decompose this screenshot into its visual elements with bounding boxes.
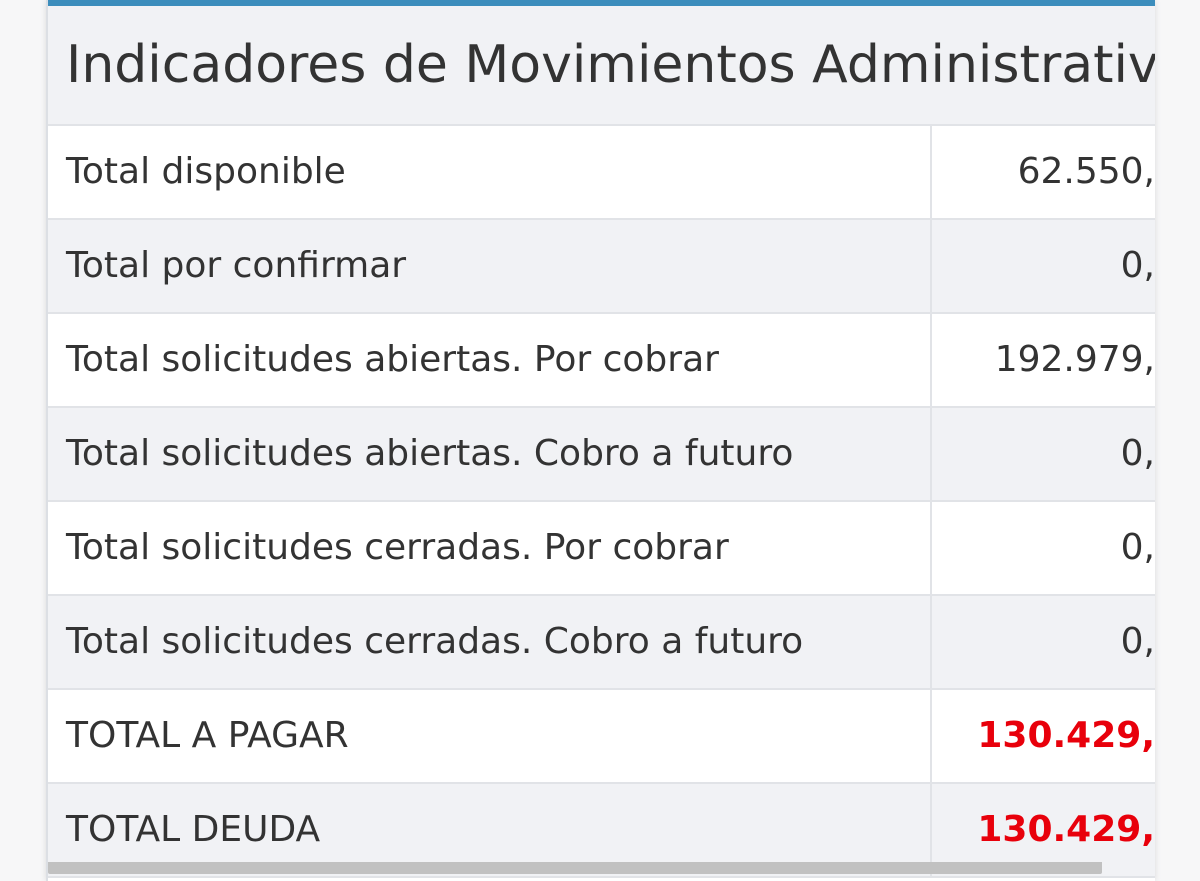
total-a-pagar-value: 130.429, — [977, 715, 1155, 756]
table-row: Total solicitudes cerradas. Cobro a futu… — [48, 596, 1155, 690]
row-label: Total solicitudes abiertas. Cobro a futu… — [66, 433, 794, 474]
row-value: 62.550, — [1017, 151, 1155, 192]
panel-header: Indicadores de Movimientos Administrativ… — [48, 6, 1155, 126]
column-divider — [930, 690, 932, 782]
column-divider — [930, 126, 932, 218]
column-divider — [930, 220, 932, 312]
table-row: Total por confirmar 0, — [48, 220, 1155, 314]
column-divider — [930, 784, 932, 876]
indicators-panel: Indicadores de Movimientos Administrativ… — [46, 0, 1155, 881]
table-row: Total solicitudes abiertas. Cobro a futu… — [48, 408, 1155, 502]
column-divider — [930, 596, 932, 688]
table-row: Total disponible 62.550, — [48, 126, 1155, 220]
total-deuda-value: 130.429, — [977, 809, 1155, 850]
column-divider — [930, 502, 932, 594]
table-row: Total solicitudes abiertas. Por cobrar 1… — [48, 314, 1155, 408]
row-label: Total solicitudes cerradas. Cobro a futu… — [66, 621, 804, 662]
column-divider — [930, 314, 932, 406]
row-value: 0, — [1120, 527, 1155, 568]
horizontal-scrollbar[interactable] — [48, 862, 1102, 874]
table-row: Total solicitudes cerradas. Por cobrar 0… — [48, 502, 1155, 596]
row-label: TOTAL A PAGAR — [66, 715, 349, 756]
row-label: Total disponible — [66, 151, 346, 192]
row-value: 192.979, — [994, 339, 1155, 380]
row-label: Total solicitudes abiertas. Por cobrar — [66, 339, 719, 380]
row-value: 0, — [1120, 621, 1155, 662]
row-value: 0, — [1120, 245, 1155, 286]
panel-title: Indicadores de Movimientos Administrativ… — [66, 35, 1155, 95]
indicators-table: Total disponible 62.550, Total por confi… — [48, 126, 1155, 878]
row-label: TOTAL DEUDA — [66, 809, 321, 850]
row-label: Total por confirmar — [66, 245, 407, 286]
row-value: 0, — [1120, 433, 1155, 474]
row-label: Total solicitudes cerradas. Por cobrar — [66, 527, 729, 568]
column-divider — [930, 408, 932, 500]
panel-accent-bar — [48, 0, 1155, 6]
table-row-total-a-pagar: TOTAL A PAGAR 130.429, — [48, 690, 1155, 784]
